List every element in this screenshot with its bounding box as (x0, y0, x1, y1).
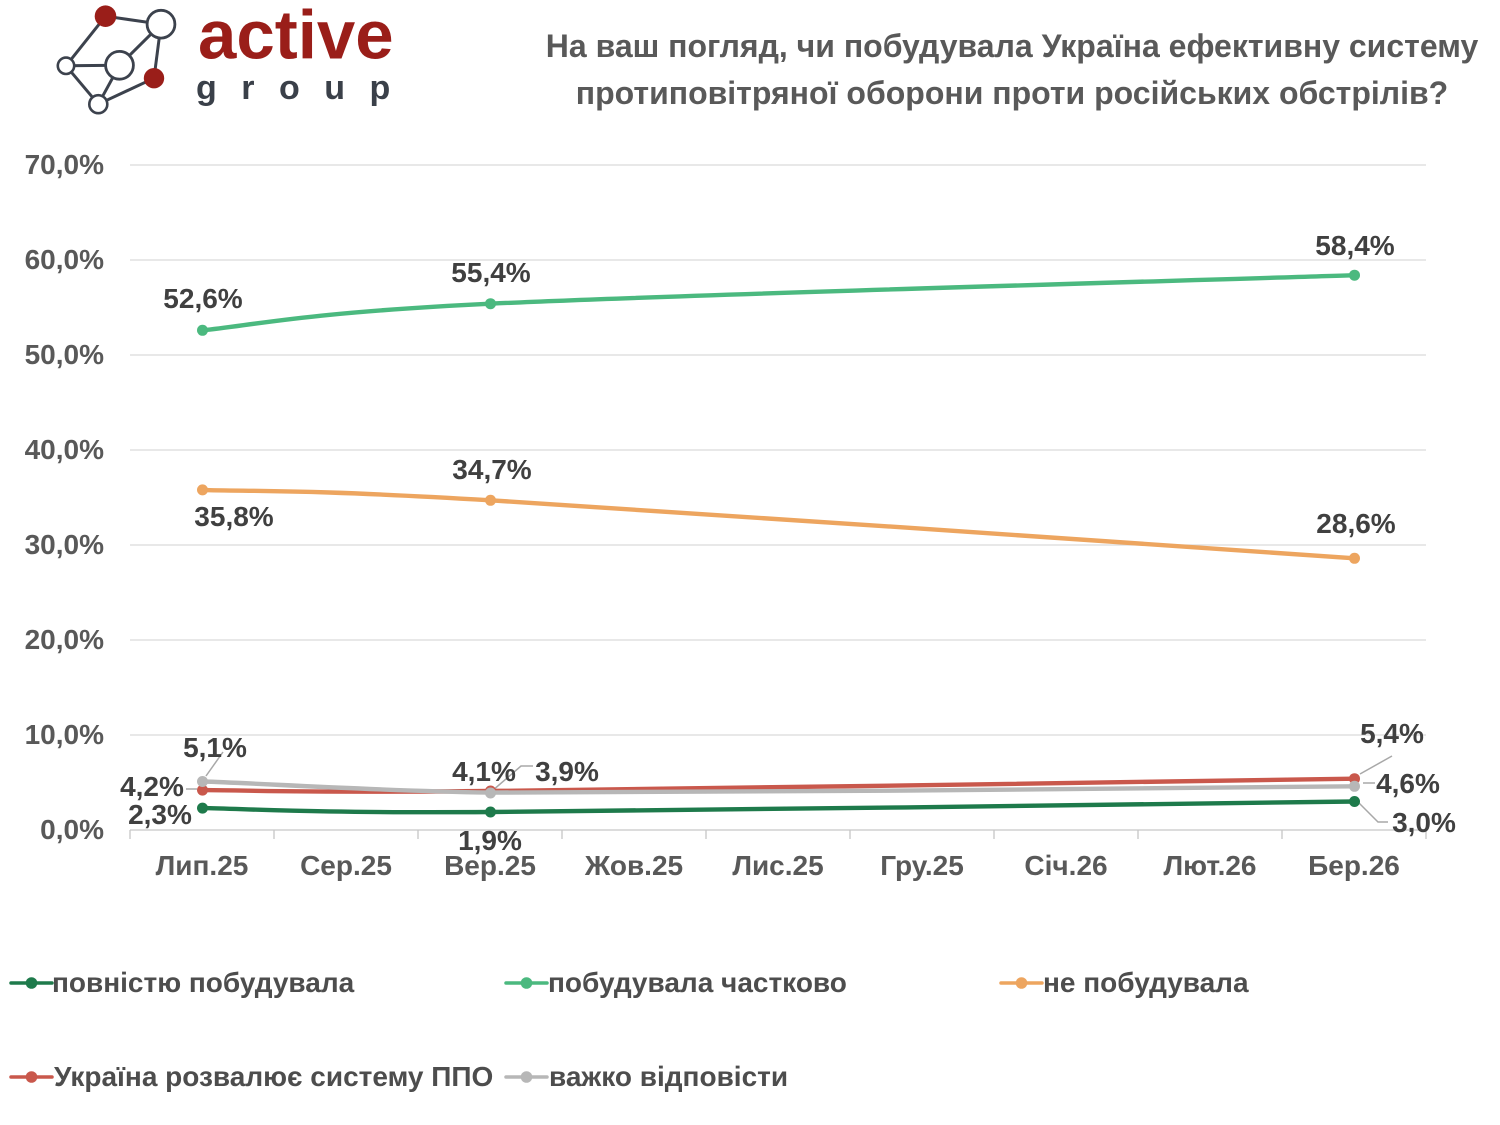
svg-text:28,6%: 28,6% (1316, 508, 1395, 539)
svg-text:58,4%: 58,4% (1315, 230, 1394, 261)
svg-text:34,7%: 34,7% (452, 454, 531, 485)
svg-text:Січ.26: Січ.26 (1024, 850, 1107, 881)
svg-text:важко відповісти: важко відповісти (549, 1061, 788, 1092)
svg-text:50,0%: 50,0% (25, 339, 104, 370)
svg-text:протиповітряної оборони проти: протиповітряної оборони проти російських… (576, 75, 1448, 111)
svg-text:Вер.25: Вер.25 (444, 850, 536, 881)
svg-text:4,6%: 4,6% (1376, 768, 1440, 799)
svg-text:побудувала частково: побудувала частково (548, 967, 847, 998)
svg-text:не побудувала: не побудувала (1043, 967, 1249, 998)
svg-text:60,0%: 60,0% (25, 244, 104, 275)
svg-text:0,0%: 0,0% (40, 814, 104, 845)
svg-text:5,1%: 5,1% (183, 732, 247, 763)
svg-text:4,1%: 4,1% (452, 756, 516, 787)
svg-text:Україна розвалює систему ППО: Україна розвалює систему ППО (54, 1061, 493, 1092)
svg-text:1,9%: 1,9% (458, 825, 522, 856)
svg-text:35,8%: 35,8% (194, 501, 273, 532)
svg-text:Бер.26: Бер.26 (1308, 850, 1400, 881)
svg-text:70,0%: 70,0% (25, 149, 104, 180)
svg-text:20,0%: 20,0% (25, 624, 104, 655)
svg-text:Сер.25: Сер.25 (300, 850, 392, 881)
svg-text:Лис.25: Лис.25 (732, 850, 823, 881)
svg-text:active: active (198, 0, 394, 74)
svg-text:30,0%: 30,0% (25, 529, 104, 560)
svg-text:Лип.25: Лип.25 (156, 850, 249, 881)
svg-text:55,4%: 55,4% (451, 257, 530, 288)
svg-text:group: group (196, 69, 415, 107)
svg-text:2,3%: 2,3% (128, 799, 192, 830)
svg-text:52,6%: 52,6% (163, 283, 242, 314)
svg-text:10,0%: 10,0% (25, 719, 104, 750)
svg-text:3,9%: 3,9% (535, 756, 599, 787)
svg-text:4,2%: 4,2% (120, 771, 184, 802)
svg-text:Лют.26: Лют.26 (1163, 850, 1256, 881)
svg-text:5,4%: 5,4% (1360, 718, 1424, 749)
svg-text:40,0%: 40,0% (25, 434, 104, 465)
svg-text:повністю побудувала: повністю побудувала (52, 967, 355, 998)
svg-text:Гру.25: Гру.25 (880, 850, 964, 881)
svg-text:На ваш погляд, чи побудувала У: На ваш погляд, чи побудувала Україна ефе… (546, 28, 1479, 64)
svg-text:3,0%: 3,0% (1392, 807, 1456, 838)
svg-text:Жов.25: Жов.25 (584, 850, 683, 881)
